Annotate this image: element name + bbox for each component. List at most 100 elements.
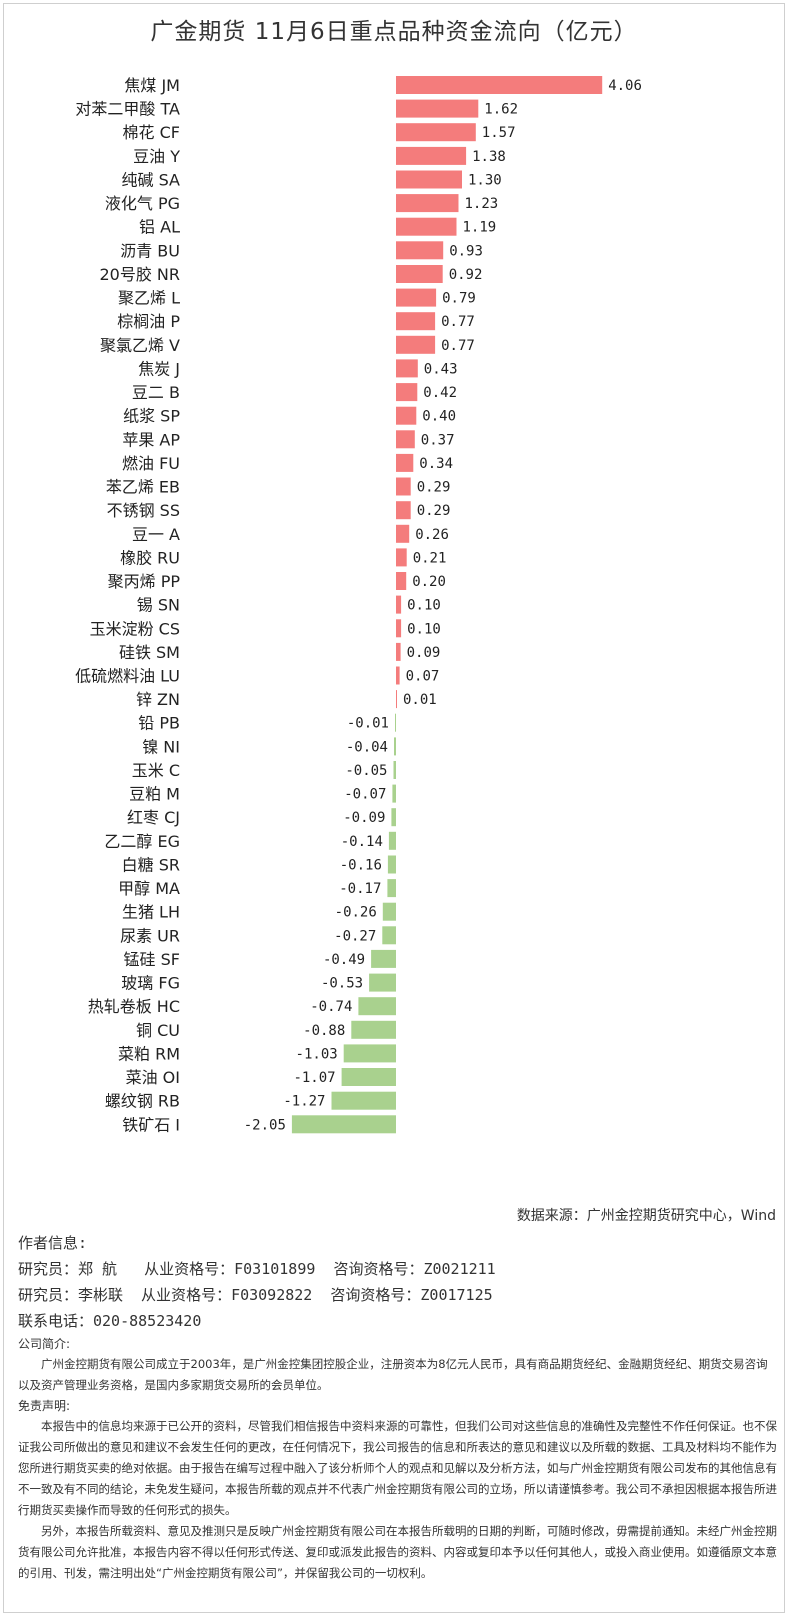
bar-17 [396,453,414,472]
bar-24 [396,619,402,638]
bar-18 [396,477,411,496]
category-label: 红枣 CJ [127,808,180,827]
category-label: 豆油 Y [133,147,180,166]
category-label: 聚乙烯 L [118,289,180,308]
value-label: -2.05 [244,1117,286,1133]
bar-20 [396,524,410,543]
category-label: 螺纹钢 RB [105,1092,180,1111]
researcher-line: 研究员：李彬联 从业资格号：F03092822 咨询资格号：Z0017125 [18,1286,493,1304]
bar-37 [382,926,396,945]
researcher-line: 研究员：郑 航 从业资格号：F03101899 咨询资格号：Z0021211 [18,1260,496,1278]
bar-23 [396,595,402,614]
bar-13 [396,359,418,378]
value-label: 0.42 [423,385,457,401]
value-label: -1.07 [293,1070,335,1086]
bar-35 [387,879,396,898]
bar-7 [396,217,457,236]
author-heading: 作者信息: [18,1234,88,1252]
value-label: -0.01 [347,716,389,732]
disclaimer-paragraph: 本报告中的信息均来源于已公开的资料，尽管我们相信报告中资料来源的可靠性，但我们公… [18,1419,777,1517]
bar-8 [396,241,444,260]
value-label: 0.77 [441,314,475,330]
category-label: 焦煤 JM [124,76,180,95]
category-label: 低硫燃料油 LU [75,667,180,686]
category-label: 不锈钢 SS [107,501,180,520]
category-label: 玻璃 FG [121,974,180,993]
bar-39 [369,973,396,992]
category-label: 热轧卷板 HC [88,997,180,1016]
value-label: -0.26 [335,905,377,921]
bar-11 [396,312,436,331]
value-label: -0.49 [323,952,365,968]
value-label: 0.40 [422,409,456,425]
bar-32 [391,808,396,827]
bar-45 [291,1115,396,1134]
category-label: 聚丙烯 PP [108,572,181,591]
value-label: 0.01 [403,692,437,708]
bar-19 [396,501,411,520]
category-label: 乙二醇 EG [104,832,180,851]
category-label: 铁矿石 I [122,1115,180,1134]
value-label: 0.26 [415,527,449,543]
value-label: 0.92 [449,267,483,283]
bar-14 [396,383,418,402]
bar-41 [351,1020,396,1039]
bar-22 [396,572,407,590]
bar-5 [396,170,462,189]
bar-3 [396,123,476,142]
bar-2 [396,99,479,118]
category-label: 20号胶 NR [99,265,180,284]
value-label: 0.20 [412,574,446,590]
value-label: 1.19 [463,220,497,236]
bar-16 [396,430,415,449]
company-heading: 公司简介: [18,1337,71,1351]
bar-21 [396,548,407,567]
bar-44 [331,1091,396,1110]
category-label: 玉米 C [132,761,180,780]
value-label: 0.93 [449,243,483,259]
value-label: 0.29 [417,503,451,519]
bar-25 [396,642,401,661]
value-label: 0.21 [413,550,447,566]
category-label: 橡胶 RU [120,548,180,567]
contact-phone: 联系电话：020-88523420 [18,1312,202,1330]
value-label: -0.17 [339,881,381,897]
bar-30 [393,761,396,779]
category-label: 锡 SN [137,596,180,615]
report-footer: 作者信息: 研究员：郑 航 从业资格号：F03101899 咨询资格号：Z002… [18,1230,778,1584]
value-label: -0.74 [310,999,352,1015]
category-label: 豆二 B [132,383,180,402]
category-label: 苯乙烯 EB [106,478,180,497]
value-label: -0.27 [334,928,376,944]
category-label: 棉花 CF [123,123,180,142]
value-label: -0.07 [344,787,386,803]
category-label: 沥青 BU [120,241,180,260]
value-label: -1.27 [283,1094,325,1110]
bar-9 [396,265,443,283]
bar-38 [371,949,396,968]
category-label: 硅铁 SM [119,643,180,662]
value-label: 0.10 [407,621,441,637]
value-label: 1.62 [484,102,518,118]
value-label: 0.34 [419,456,453,472]
category-label: 豆一 A [132,525,180,544]
company-intro: 广州金控期货有限公司成立于2003年，是广州金控集团控股企业，注册资本为8亿元人… [18,1357,768,1392]
value-label: 1.38 [472,149,506,165]
value-label: 1.57 [482,125,516,141]
category-label: 锰硅 SF [124,950,180,969]
category-label: 菜油 OI [126,1068,180,1087]
bar-34 [387,855,396,874]
category-label: 生猪 LH [122,903,180,922]
value-label: -0.05 [345,763,387,779]
bar-36 [382,902,396,921]
category-label: 菜粕 RM [118,1044,180,1063]
bar-12 [396,335,436,354]
category-label: 铜 CU [136,1021,180,1040]
bar-4 [396,146,467,165]
value-label: 0.43 [424,361,458,377]
category-label: 铝 AL [139,218,180,237]
category-label: 聚氯乙烯 V [100,336,180,355]
bar-43 [341,1068,396,1086]
bar-1 [396,76,603,94]
data-source: 数据来源：广州金控期货研究中心，Wind [516,1208,776,1224]
